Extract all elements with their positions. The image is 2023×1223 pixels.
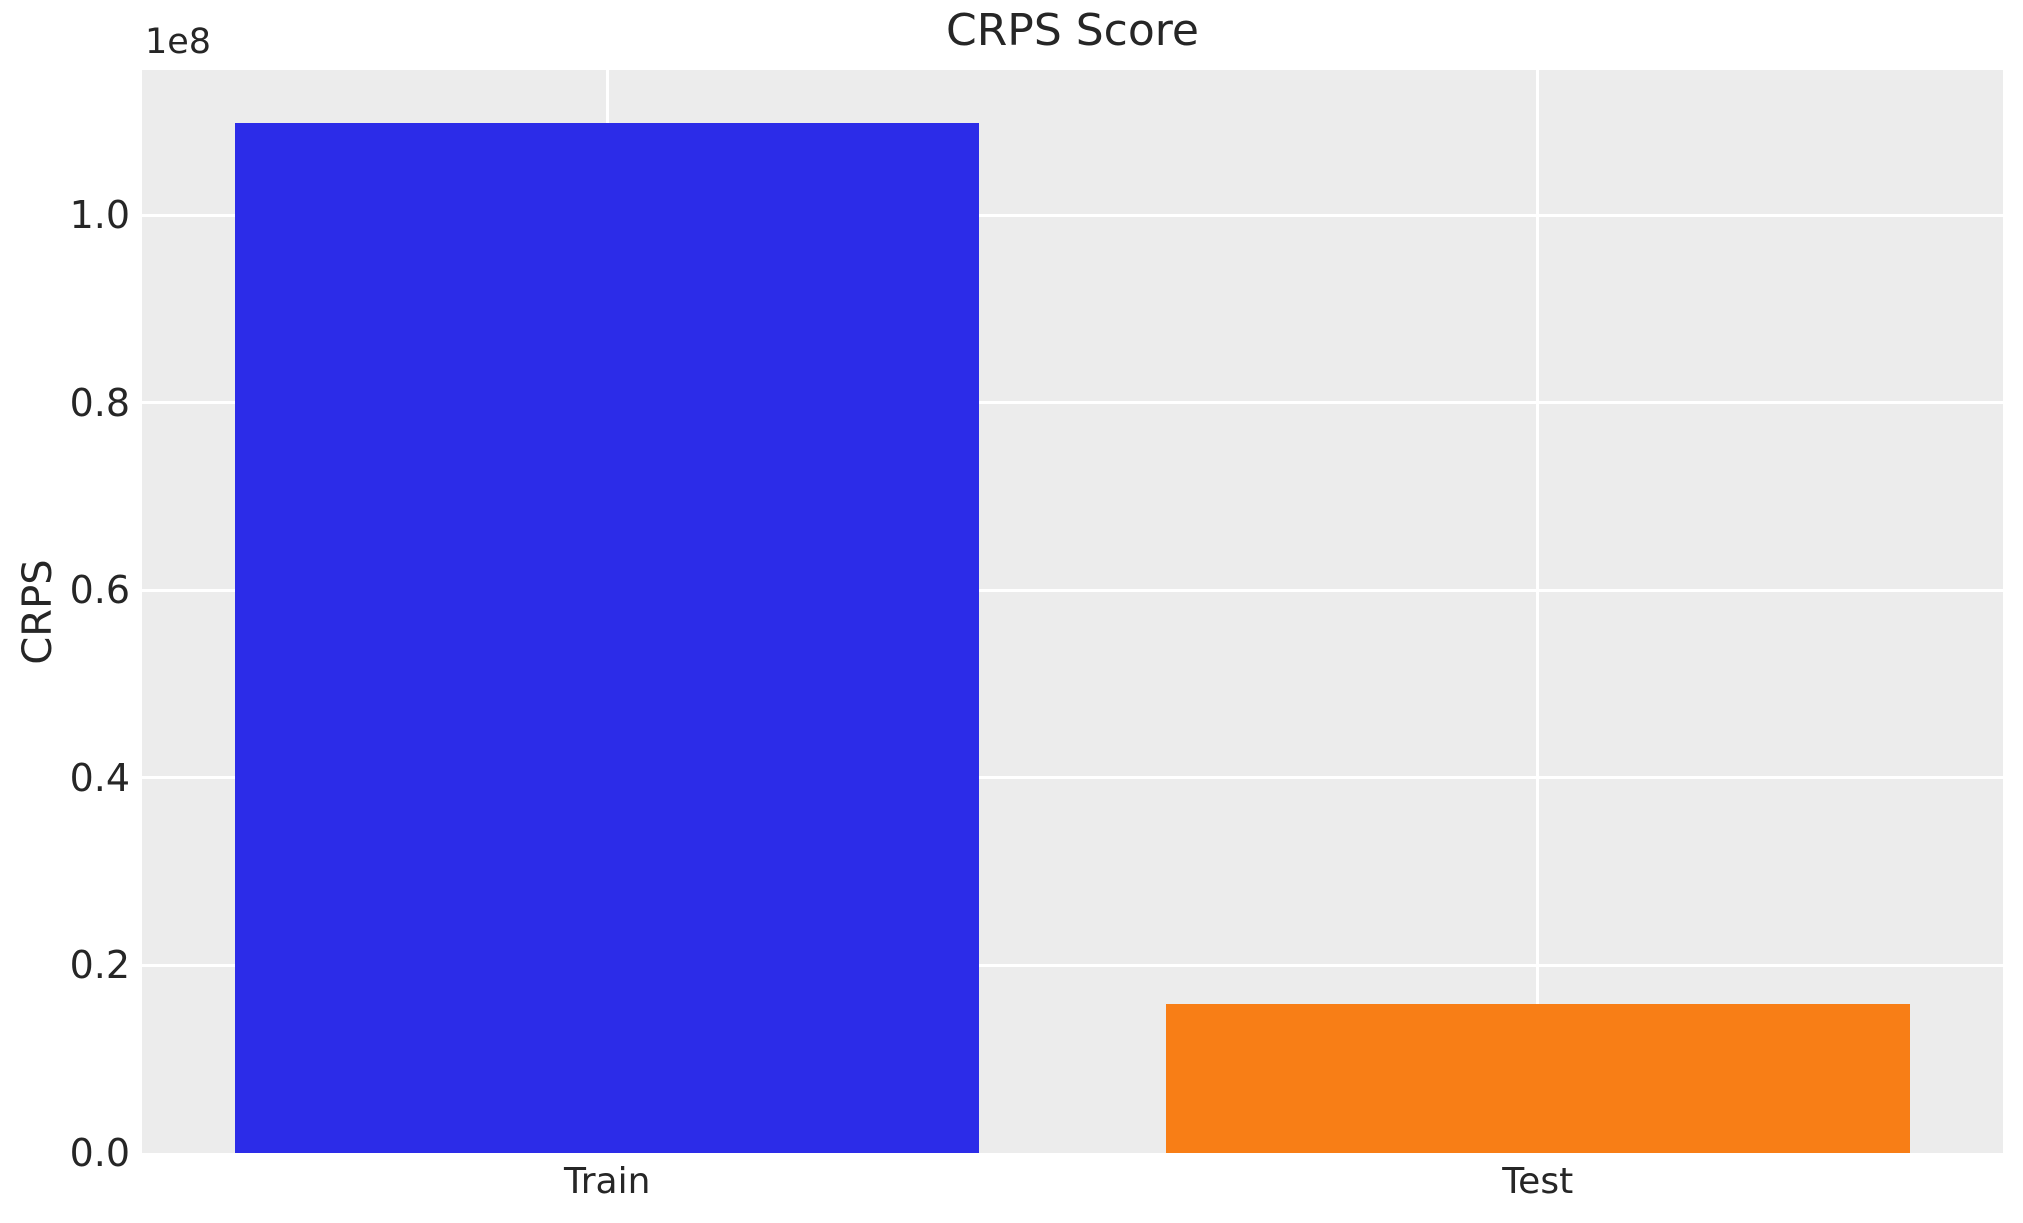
horizontal-gridline	[142, 588, 2003, 592]
bar-test	[1165, 1003, 1910, 1153]
horizontal-gridline	[142, 401, 2003, 405]
horizontal-gridline	[142, 776, 2003, 780]
horizontal-gridline	[142, 213, 2003, 217]
y-tick-label: 0.4	[69, 755, 130, 800]
horizontal-gridline	[142, 963, 2003, 967]
x-tick-label-train: Train	[564, 1161, 651, 1202]
y-tick-label: 1.0	[69, 193, 130, 238]
x-tick-label-test: Test	[1502, 1161, 1574, 1202]
y-tick-label: 0.2	[69, 943, 130, 988]
plot-area	[142, 70, 2003, 1153]
vertical-gridline	[1536, 70, 1540, 1153]
y-axis-offset-text: 1e8	[145, 22, 212, 62]
y-tick-label: 0.6	[69, 568, 130, 613]
y-tick-label: 0.0	[69, 1131, 130, 1175]
bar-train	[235, 122, 980, 1153]
y-tick-label: 0.8	[69, 380, 130, 425]
chart-title: CRPS Score	[946, 5, 1199, 56]
